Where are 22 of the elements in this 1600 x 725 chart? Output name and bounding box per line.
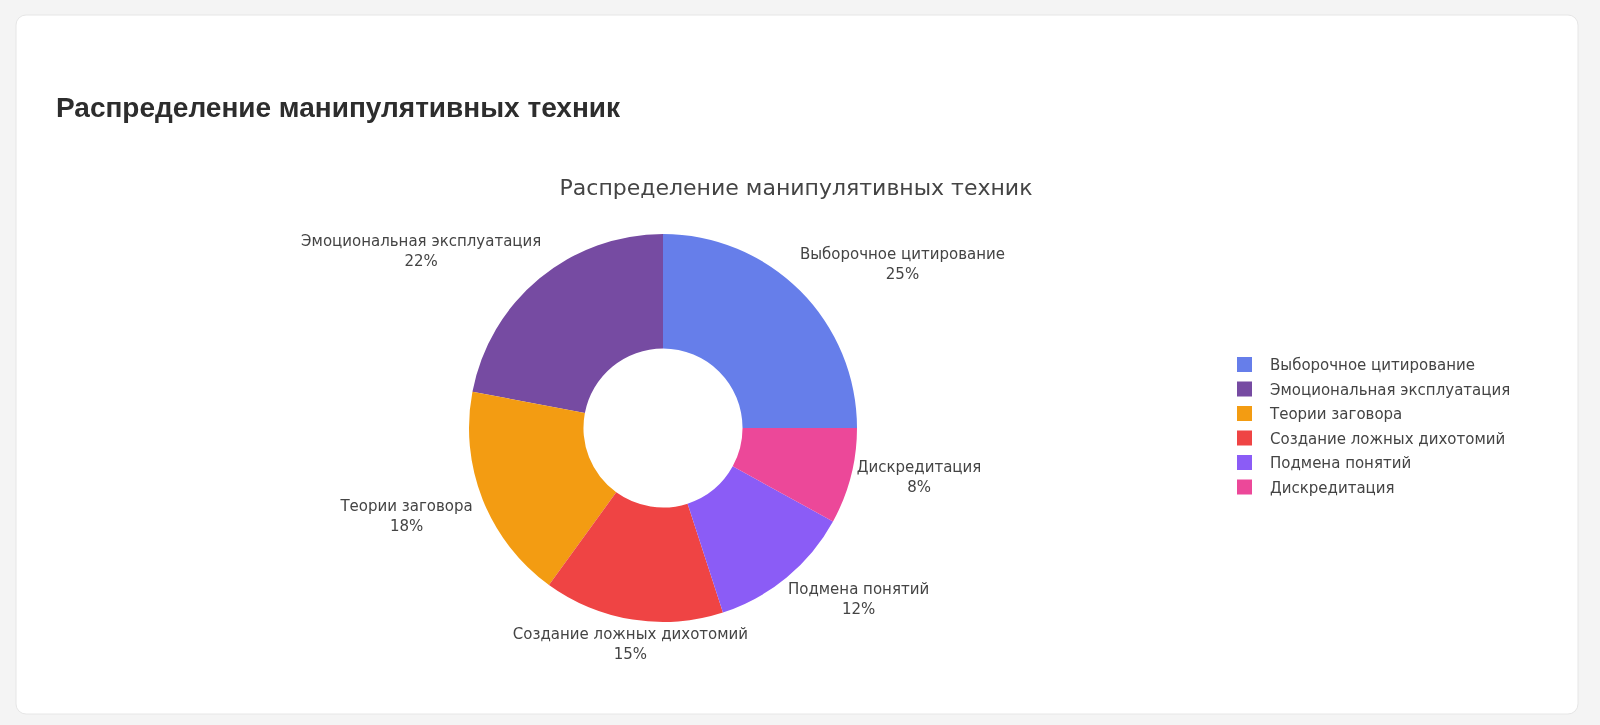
donut-slice bbox=[548, 492, 723, 622]
legend-label: Теории заговора bbox=[1269, 405, 1403, 423]
legend-label: Подмена понятий bbox=[1270, 454, 1412, 472]
data-label: 8% bbox=[907, 477, 931, 496]
slice-label: Создание ложных дихотомий bbox=[512, 625, 749, 644]
legend-label: Создание ложных дихотомий bbox=[1270, 429, 1506, 448]
chart-title: Распределение манипулятивных техник bbox=[56, 92, 622, 123]
data-label: 18% bbox=[389, 516, 424, 535]
legend-label: Дискредитация bbox=[1270, 478, 1395, 497]
chart-subtitle: Распределение манипулятивных техник bbox=[559, 175, 1033, 200]
data-label: 22% bbox=[404, 251, 438, 270]
slice-label: Дискредитация bbox=[856, 457, 982, 476]
data-label: 15% bbox=[613, 645, 648, 664]
legend-label: Эмоциональная эксплуатация bbox=[1270, 380, 1511, 399]
legend-label: Выборочное цитирование bbox=[1270, 356, 1476, 374]
donut-slice bbox=[732, 428, 857, 522]
data-label: 12% bbox=[841, 600, 876, 619]
slice-label: Теории заговора bbox=[339, 496, 473, 515]
slice-label: Подмена понятий bbox=[787, 580, 930, 599]
slice-label: Эмоциональная эксплуатация bbox=[301, 231, 542, 250]
data-label: 25% bbox=[885, 264, 920, 283]
slice-label: Выборочное цитирование bbox=[799, 244, 1006, 263]
